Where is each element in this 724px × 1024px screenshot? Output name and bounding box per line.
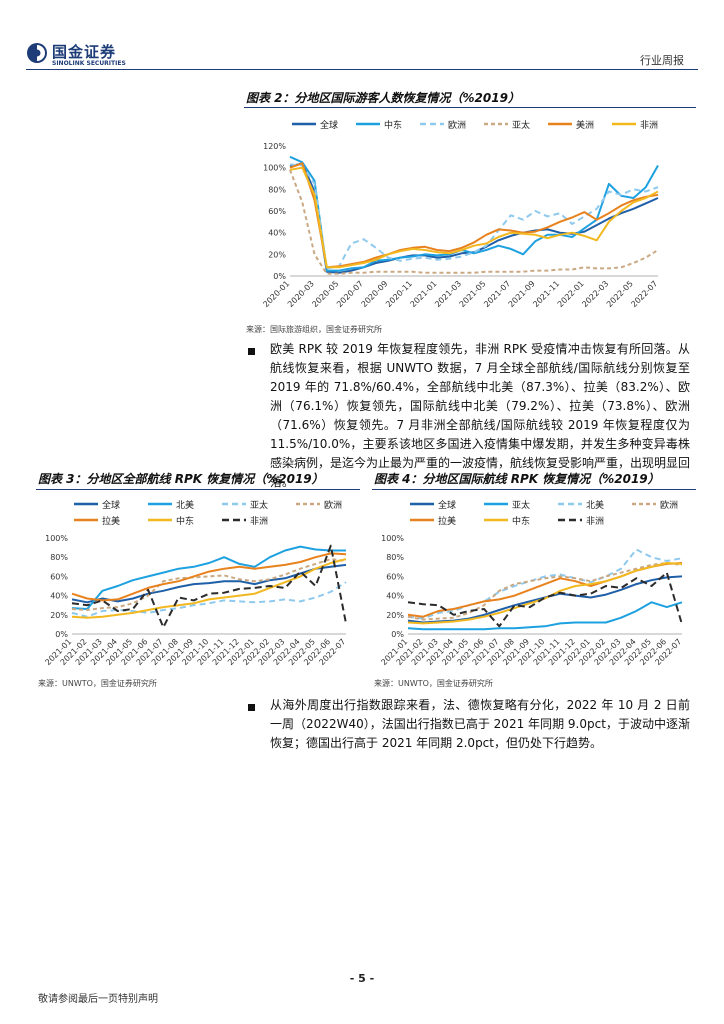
- legend-label: 非洲: [250, 515, 268, 527]
- series-line: [289, 163, 659, 270]
- bullet-icon: [248, 704, 255, 711]
- series-line: [289, 162, 659, 274]
- legend-label: 欧洲: [660, 499, 678, 511]
- disclaimer-note: 敬请参阅最后一页特别声明: [38, 994, 158, 1005]
- y-tick-label: 20%: [50, 611, 68, 620]
- figure4-source: 来源：UNWTO，国金证券研究所: [374, 679, 493, 688]
- legend-label: 非洲: [586, 515, 604, 527]
- legend-label: 亚太: [512, 499, 530, 511]
- legend-label: 全球: [320, 119, 338, 131]
- legend-label: 欧洲: [448, 119, 466, 131]
- logo-text-en: SINOLINK SECURITIES: [52, 60, 126, 67]
- y-tick-label: 40%: [50, 592, 68, 601]
- figure2-chart: 全球 中东 欧洲 亚太 美洲 非洲0%20%40%60%80%100%120%2020-0…: [261, 119, 659, 309]
- figure2-rule: [244, 107, 696, 108]
- series-line: [407, 562, 683, 625]
- series-line: [71, 581, 347, 618]
- figure2-title: 图表 2：分地区国际游客人数恢复情况（%2019）: [246, 91, 520, 105]
- series-line: [289, 166, 659, 269]
- figure3-source: 来源：UNWTO，国金证券研究所: [38, 679, 157, 688]
- series-line: [407, 562, 683, 621]
- y-tick-label: 0%: [55, 630, 68, 639]
- legend-label: 非洲: [640, 119, 658, 131]
- figure3-title: 图表 3：分地区全部航线 RPK 恢复情况（%2019）: [38, 472, 324, 486]
- legend-label: 亚太: [512, 119, 530, 131]
- y-tick-label: 20%: [268, 250, 286, 259]
- legend-label: 欧洲: [324, 499, 342, 511]
- series-line: [71, 558, 347, 611]
- x-tick-label: 2022-07: [629, 279, 659, 309]
- page-number: - 5 -: [349, 972, 375, 985]
- legend-label: 全球: [438, 499, 456, 511]
- y-tick-label: 0%: [391, 630, 404, 639]
- legend-label: 中东: [512, 515, 530, 527]
- series-line: [289, 169, 659, 275]
- legend-label: 北美: [176, 499, 194, 511]
- logo-text-cn: 国金证券: [52, 43, 117, 61]
- series-line: [71, 544, 347, 629]
- legend-label: 北美: [586, 499, 604, 511]
- series-line: [407, 571, 683, 628]
- company-logo: 国金证券 SINOLINK SECURITIES: [26, 40, 136, 70]
- series-line: [71, 552, 347, 602]
- y-tick-label: 120%: [263, 142, 286, 151]
- series-line: [289, 162, 659, 269]
- legend-label: 拉美: [102, 515, 120, 527]
- y-tick-label: 100%: [263, 164, 286, 173]
- logo-icon: [27, 43, 47, 63]
- figure3-rule: [36, 489, 360, 490]
- bullet-icon: [248, 348, 255, 355]
- paragraph-2: 从海外周度出行指数跟踪来看，法、德恢复略有分化，2022 年 10 月 2 日前…: [270, 698, 690, 750]
- header-divider: [26, 69, 698, 70]
- y-tick-label: 60%: [386, 572, 404, 581]
- y-tick-label: 60%: [268, 207, 286, 216]
- series-line: [407, 548, 683, 620]
- y-tick-label: 0%: [273, 272, 286, 281]
- y-tick-label: 20%: [386, 611, 404, 620]
- legend-label: 全球: [102, 499, 120, 511]
- y-tick-label: 100%: [381, 534, 404, 543]
- y-tick-label: 40%: [386, 592, 404, 601]
- series-line: [71, 563, 347, 604]
- legend-label: 中东: [384, 119, 402, 131]
- legend-label: 美洲: [576, 119, 594, 131]
- y-tick-label: 60%: [50, 572, 68, 581]
- legend-label: 拉美: [438, 515, 456, 527]
- y-tick-label: 100%: [45, 534, 68, 543]
- figure4-rule: [372, 489, 696, 490]
- legend-label: 中东: [176, 515, 194, 527]
- paragraph-1: 欧美 RPK 较 2019 年恢复程度领先，非洲 RPK 受疫情冲击恢复有所回落…: [270, 342, 691, 489]
- report-type: 行业周报: [640, 54, 684, 67]
- y-tick-label: 40%: [268, 229, 286, 238]
- legend-label: 亚太: [250, 499, 268, 511]
- y-tick-label: 80%: [386, 553, 404, 562]
- y-tick-label: 80%: [268, 185, 286, 194]
- series-line: [289, 155, 659, 272]
- series-line: [71, 558, 347, 619]
- series-line: [407, 601, 683, 631]
- series-line: [71, 545, 346, 610]
- figure2-source: 来源：国际旅游组织，国金证券研究所: [246, 325, 382, 334]
- y-tick-label: 80%: [50, 553, 68, 562]
- figure4-title: 图表 4：分地区国际航线 RPK 恢复情况（%2019）: [374, 472, 660, 486]
